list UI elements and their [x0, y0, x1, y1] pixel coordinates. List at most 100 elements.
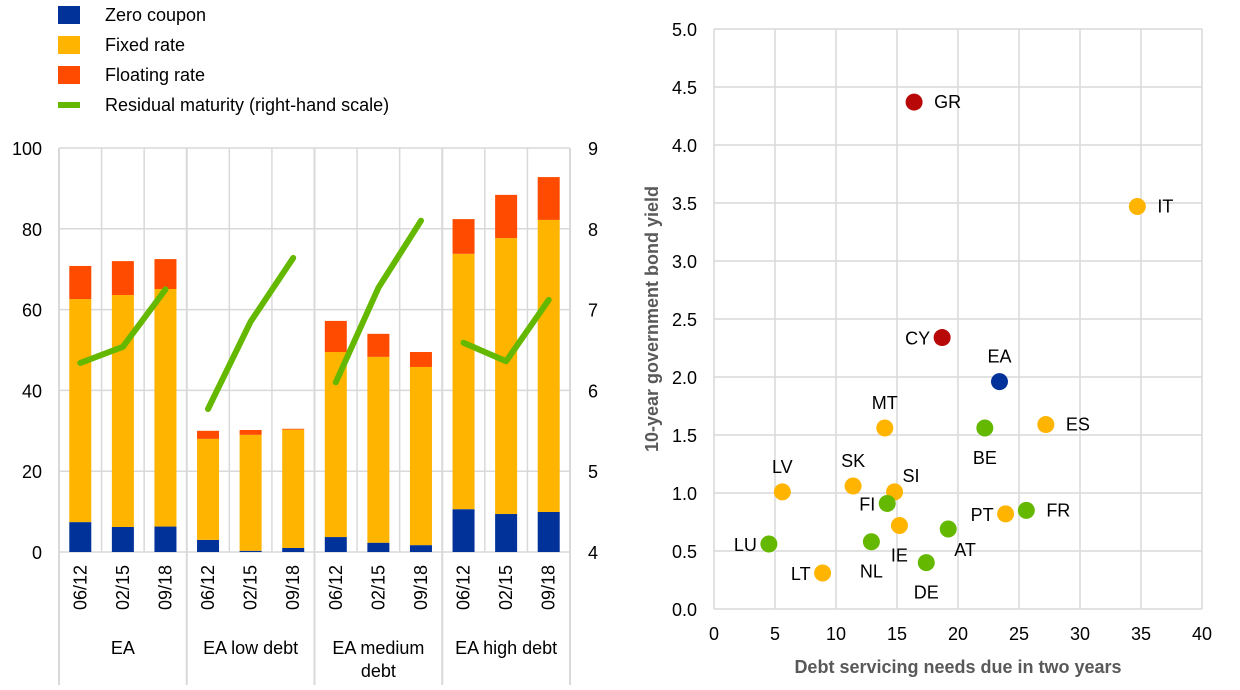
bars: [69, 177, 560, 552]
point-lt: [814, 564, 832, 582]
x-tick-label: 06/12: [198, 565, 218, 610]
x-tick-label: 35: [1131, 624, 1151, 644]
bar-zero-coupon: [537, 512, 560, 552]
y-tick-label: 4.5: [672, 78, 697, 98]
x-tick-label: 20: [948, 624, 968, 644]
legend-swatch-zero-coupon: [58, 6, 80, 24]
y-tick-label: 3.5: [672, 194, 697, 214]
stacked-bar-chart: Zero coupon Fixed rate Floating rate Residu…: [12, 5, 598, 685]
x-axis-title: Debt servicing needs due in two years: [794, 657, 1121, 677]
point-cy: [933, 329, 951, 347]
bar-floating-rate: [111, 261, 134, 296]
group-label: EA low debt: [203, 638, 298, 658]
y-right-tick-label: 6: [588, 381, 598, 401]
point-label: ES: [1066, 415, 1090, 435]
legend-line-residual-maturity: [58, 102, 80, 108]
point-label: NL: [860, 562, 883, 582]
y-right-tick-label: 5: [588, 462, 598, 482]
group-label: EA: [111, 638, 135, 658]
point-label: IE: [891, 545, 908, 565]
x-tick-label: 09/18: [539, 565, 559, 610]
point-label: LT: [791, 564, 811, 584]
bar-floating-rate: [409, 352, 432, 367]
legend-swatch-floating-rate: [58, 66, 80, 84]
bar-zero-coupon: [282, 547, 305, 552]
y-tick-label: 0.5: [672, 542, 697, 562]
bar-fixed-rate: [324, 352, 347, 538]
bar-floating-rate: [495, 194, 518, 239]
group-label: debt: [361, 661, 396, 681]
point-ea: [990, 373, 1008, 391]
legend-label: Floating rate: [105, 65, 205, 85]
y-tick-label: 3.0: [672, 252, 697, 272]
y-right-tick-label: 8: [588, 220, 598, 240]
x-tick-label: 15: [887, 624, 907, 644]
point-fi: [878, 494, 896, 512]
bar-fixed-rate: [495, 238, 518, 515]
grid: [713, 28, 1203, 610]
residual-maturity-line: [77, 217, 552, 412]
scatter-chart: 0.0 0.5 1.0 1.5 2.0 2.5 3.0 3.5 4.0 4.5 5.0 0 5 10 15 2…: [642, 20, 1212, 677]
y-right-tick-label: 4: [588, 543, 598, 563]
x-tick-label: 06/12: [454, 565, 474, 610]
legend: Zero coupon Fixed rate Floating rate Residu…: [58, 5, 389, 115]
bar-zero-coupon: [154, 526, 177, 552]
point-es: [1037, 416, 1055, 434]
bar-zero-coupon: [367, 542, 390, 552]
point-label: PT: [971, 505, 994, 525]
x-tick-label: 10: [826, 624, 846, 644]
x-tick-label: 02/15: [368, 565, 388, 610]
y-right-tick-label: 7: [588, 301, 598, 321]
y-tick-label: 2.5: [672, 310, 697, 330]
bar-zero-coupon: [324, 537, 347, 552]
y-tick-label: 2.0: [672, 368, 697, 388]
point-be: [976, 419, 994, 437]
point-de: [917, 554, 935, 572]
bar-zero-coupon: [69, 522, 92, 552]
point-it: [1128, 197, 1146, 215]
bar-fixed-rate: [537, 219, 560, 513]
point-label: FR: [1046, 500, 1070, 520]
group-label: EA medium: [332, 638, 424, 658]
y-left-tick-label: 40: [22, 381, 42, 401]
point-pt: [997, 505, 1015, 523]
axes: 0 20 40 60 80 100 4 5 6 7 8 9 06/12 02/15 09/18 EA 06/12…: [12, 139, 598, 681]
point-lu: [760, 535, 778, 553]
y-tick-label: 1.5: [672, 426, 697, 446]
point-at: [939, 520, 957, 538]
residual-maturity-line-ea-medium-debt: [332, 217, 424, 386]
point-label: MT: [872, 393, 898, 413]
point-label: SI: [903, 466, 920, 486]
bar-floating-rate: [154, 259, 177, 289]
bar-fixed-rate: [197, 438, 220, 540]
x-tick-label: 09/18: [155, 565, 175, 610]
axes: 0.0 0.5 1.0 1.5 2.0 2.5 3.0 3.5 4.0 4.5 5.0 0 5 10 15 2…: [642, 20, 1212, 677]
y-tick-label: 4.0: [672, 136, 697, 156]
group-label: EA high debt: [455, 638, 557, 658]
bar-zero-coupon: [495, 514, 518, 552]
bar-fixed-rate: [69, 299, 92, 523]
bar-fixed-rate: [282, 429, 305, 548]
legend-label: Residual maturity (right-hand scale): [105, 95, 389, 115]
y-tick-label: 1.0: [672, 484, 697, 504]
y-right-tick-label: 9: [588, 139, 598, 159]
y-tick-label: 0.0: [672, 600, 697, 620]
x-tick-label: 40: [1192, 624, 1212, 644]
x-tick-label: 5: [770, 624, 780, 644]
bar-floating-rate: [69, 265, 92, 300]
point-nl: [862, 533, 880, 551]
bar-floating-rate: [367, 333, 390, 357]
point-label: SK: [841, 451, 865, 471]
point-label: EA: [987, 347, 1011, 367]
point-label: LU: [734, 535, 757, 555]
bar-floating-rate: [282, 428, 305, 430]
point-label: IT: [1157, 196, 1173, 216]
residual-maturity-line-ea: [77, 286, 169, 366]
point-sk: [844, 477, 862, 495]
x-tick-label: 02/15: [496, 565, 516, 610]
points: GR IT CY EA MT BE ES LV SK SI FI IE AT PT FR LU NL DE LT: [734, 92, 1173, 603]
point-mt: [876, 419, 894, 437]
bar-zero-coupon: [452, 509, 475, 552]
y-left-tick-label: 20: [22, 462, 42, 482]
